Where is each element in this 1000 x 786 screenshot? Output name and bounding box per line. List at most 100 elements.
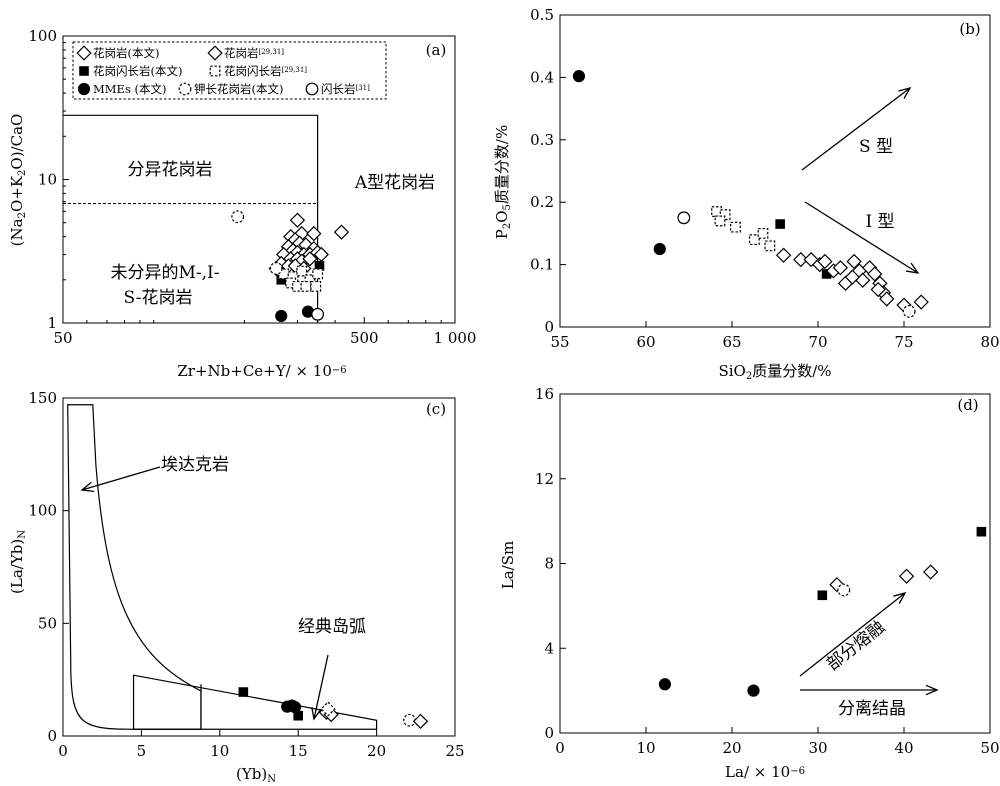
arrow-island-arc-head [311, 707, 322, 721]
data-point-diamond-open [306, 225, 322, 242]
arrow-s-type-head [898, 86, 912, 99]
plot-frame [559, 393, 991, 734]
y-tick-label: 0.1 [530, 256, 554, 274]
data-point-diamond-open [923, 564, 939, 580]
data-point-square-filled [238, 687, 249, 697]
x-tick-label: 5 [137, 742, 147, 760]
data-point-diamond-open [846, 253, 862, 270]
x-tick-label: 60 [636, 333, 655, 351]
annotation-adakite: 埃达克岩 [161, 455, 229, 475]
x-axis-label: La/ × 10−6 [725, 763, 805, 781]
x-tick-label: 65 [722, 333, 741, 351]
y-tick-label: 0.2 [530, 193, 554, 211]
arrow-partial-melting [799, 592, 906, 677]
data-point-circle-filled [301, 305, 315, 318]
data-point-circle-dashed [403, 713, 416, 727]
data-point-diamond-open [879, 291, 895, 307]
y-tick-label: 50 [38, 614, 57, 632]
data-point-circle-filled [288, 701, 302, 714]
panel-b: 55 60 65 70 75 80 0 0.1 0.2 0.3 0.4 0.5 S 型 I 型 (b) SiO… [493, 6, 1000, 382]
y-tick-label: 0 [544, 318, 554, 336]
y-tick-label: 16 [535, 385, 554, 403]
x-tick-label: 55 [550, 333, 569, 351]
y-tick-label: 0.5 [530, 6, 554, 24]
y-axis-label: P2O5质量分数/% [493, 125, 513, 239]
data-point-square-filled [775, 219, 785, 229]
data-point-diamond-open [913, 294, 929, 310]
data-point-square-dashed [748, 234, 760, 246]
x-axis-label: SiO2质量分数/% [718, 362, 831, 382]
y-tick-label: 0.3 [530, 131, 554, 149]
data-point-circle-filled [572, 70, 586, 83]
x-tick-label: 15 [289, 742, 308, 760]
data-point-diamond-open [412, 713, 429, 730]
panel-label: (d) [957, 396, 978, 414]
data-point-circle-open [677, 211, 691, 225]
x-tick-label: 80 [980, 333, 999, 351]
data-point-circle-dashed [837, 583, 851, 597]
data-point-square-filled [276, 275, 287, 285]
data-point-diamond-open [898, 568, 915, 584]
field-label-unfractionated: 未分异的M-,I- [110, 263, 219, 283]
data-point-square-filled [817, 590, 828, 601]
field-label-fractionated: 分异花岗岩 [128, 160, 213, 180]
panel-label: (c) [426, 400, 446, 418]
legend-frame [72, 41, 387, 100]
adakite-field [67, 404, 202, 730]
legend-symbol-diamond-open [207, 45, 223, 61]
legend-symbol-circle-dashed [178, 82, 192, 96]
annotation-island-arc: 经典岛弧 [298, 617, 366, 637]
data-point-square-dashed [287, 271, 299, 283]
x-axis-label: Zr+Nb+Ce+Y/ × 10−6 [177, 362, 346, 380]
y-tick-label: 10 [38, 171, 57, 189]
x-tick-label: 0 [555, 739, 565, 757]
arrow-partial-melting-head [893, 591, 907, 604]
field-label-a-type: A型花岗岩 [354, 173, 435, 193]
x-tick-label: 20 [722, 739, 741, 757]
arrow-island-arc [313, 654, 329, 720]
annotation-i-type: I 型 [865, 212, 894, 232]
y-tick-label: 0 [47, 727, 57, 745]
x-tick-label: 70 [808, 333, 827, 351]
data-point-circle-filled [747, 684, 760, 697]
x-tick-label: 25 [445, 742, 464, 760]
x-tick-label: 30 [808, 739, 827, 757]
y-tick-label: 4 [544, 639, 554, 657]
y-tick-label: 150 [28, 389, 57, 407]
x-tick-label: 500 [350, 329, 379, 347]
y-axis-label: (La/Yb)N [8, 530, 28, 594]
data-point-diamond-open [817, 253, 833, 270]
x-tick-label: 10 [636, 739, 655, 757]
x-tick-label: 20 [367, 742, 386, 760]
data-point-square-dashed [310, 280, 322, 292]
legend-symbol-diamond-open [76, 45, 92, 61]
data-point-square-dashed [730, 221, 741, 233]
data-point-diamond-open [870, 281, 886, 298]
arrow-adakite-head [80, 481, 94, 493]
y-tick-label: 1 [47, 314, 57, 332]
y-tick-label: 100 [28, 27, 57, 45]
data-point-diamond-open [302, 251, 318, 267]
data-point-square-dashed [312, 268, 324, 280]
data-point-diamond-open [832, 260, 849, 276]
data-point-diamond-open [289, 212, 306, 228]
data-point-circle-dashed [231, 210, 245, 224]
data-point-diamond-open [333, 224, 350, 240]
plot-frame [62, 397, 456, 737]
data-point-circle-dashed [269, 262, 283, 275]
legend-label: 花岗闪长岩(本文) [93, 64, 182, 78]
data-point-square-dashed [300, 280, 312, 292]
y-tick-label: 100 [28, 502, 57, 520]
x-tick-label: 75 [894, 333, 913, 351]
legend: 花岗岩(本文) 花岗岩[29,31] 花岗闪长岩(本文) 花岗闪长岩[29,31] MM… [72, 41, 387, 100]
annotation-fractional-crystallization: 分离结晶 [838, 699, 906, 719]
legend-label: MMEs (本文) [93, 82, 166, 96]
data-point-square-dashed [757, 228, 769, 239]
panel-label: (b) [959, 20, 980, 38]
legend-label: 花岗闪长岩[29,31] [224, 64, 307, 78]
legend-symbol-square-filled [79, 66, 89, 76]
data-point-diamond-open [775, 247, 792, 263]
arrow-i-type-head [906, 262, 920, 274]
